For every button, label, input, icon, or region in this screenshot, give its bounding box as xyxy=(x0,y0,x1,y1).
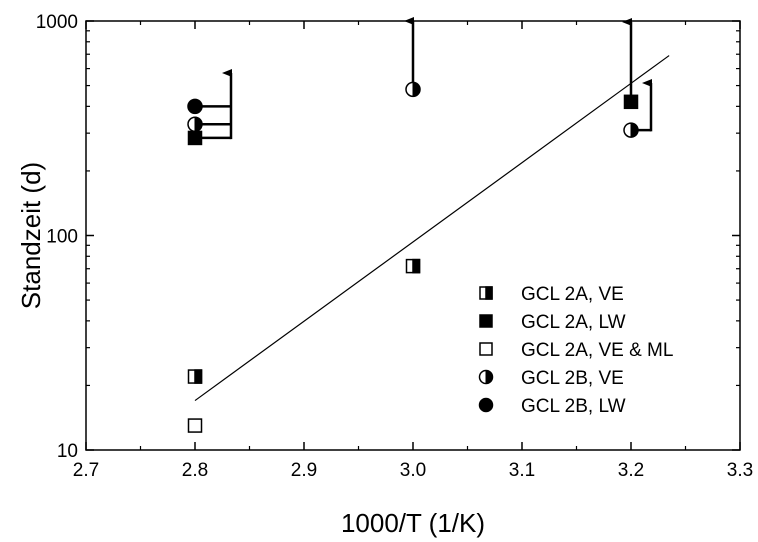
legend-label: GCL 2B, VE xyxy=(521,368,624,389)
x-tick-label: 2.7 xyxy=(73,460,99,481)
data-point xyxy=(623,122,639,138)
data-point-fill xyxy=(630,122,639,138)
legend-marker xyxy=(478,369,494,385)
y-axis-ticks: 10 100 1000 xyxy=(36,12,740,462)
legend-marker xyxy=(479,286,493,300)
data-point xyxy=(187,369,203,384)
legend-marker-fill xyxy=(485,286,493,300)
data-point-fill xyxy=(194,116,203,132)
x-axis-ticks: 2.7 2.8 2.9 3.0 3.1 3.2 3.3 xyxy=(73,21,753,481)
legend-marker xyxy=(478,397,494,413)
data-point-fill xyxy=(412,81,421,97)
data-point-fill xyxy=(194,369,203,384)
data-points xyxy=(187,81,639,433)
x-tick-label: 3.3 xyxy=(727,460,753,481)
data-point xyxy=(405,258,421,274)
legend-label: GCL 2B, LW xyxy=(521,396,626,417)
data-point xyxy=(187,98,203,115)
legend-label: GCL 2A, VE xyxy=(521,284,624,305)
runout-arrows xyxy=(195,17,653,140)
fit-line xyxy=(194,55,670,402)
legend-label: GCL 2A, LW xyxy=(521,312,626,333)
y-tick-label: 10 xyxy=(57,441,78,462)
y-tick-label: 1000 xyxy=(36,12,78,33)
y-axis-title: Standzeit (d) xyxy=(16,162,46,309)
legend-marker-fill xyxy=(485,369,493,385)
legend-label: GCL 2A, VE & ML xyxy=(521,340,673,361)
plot-marks xyxy=(194,55,670,402)
x-tick-label: 3.0 xyxy=(400,460,426,481)
x-tick-label: 2.8 xyxy=(182,460,208,481)
data-point xyxy=(187,418,203,433)
data-point xyxy=(623,94,639,110)
x-tick-label: 3.2 xyxy=(618,460,644,481)
legend-marker xyxy=(479,314,493,328)
x-tick-label: 2.9 xyxy=(291,460,317,481)
legend: GCL 2A, VE GCL 2A, LW GCL 2A, VE & ML GCL 2… xyxy=(478,284,673,417)
data-point xyxy=(187,130,203,146)
data-point-fill xyxy=(412,258,421,274)
data-point xyxy=(187,116,203,133)
data-point xyxy=(405,81,421,98)
x-tick-label: 3.1 xyxy=(509,460,535,481)
y-tick-label: 100 xyxy=(46,227,78,248)
x-axis-title: 1000/T (1/K) xyxy=(341,508,485,538)
legend-marker xyxy=(479,342,493,356)
